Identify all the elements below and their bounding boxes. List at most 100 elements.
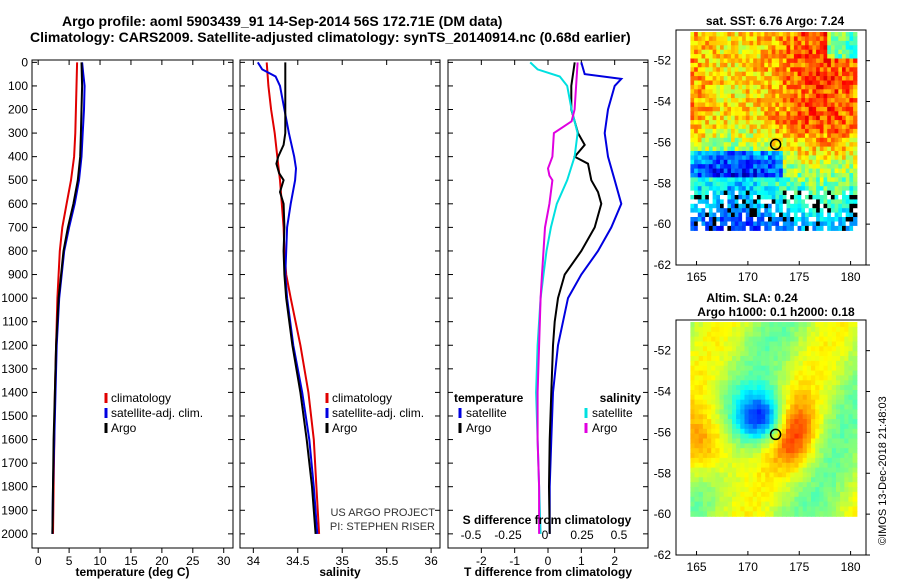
map-cell [798, 390, 804, 396]
map-cell [806, 409, 812, 415]
map-cell [694, 40, 699, 46]
map-cell [690, 365, 696, 372]
map-cell [701, 203, 706, 209]
map-cell [727, 385, 733, 391]
x-tick-label: 34.5 [286, 554, 310, 568]
map-cell [781, 336, 787, 343]
map-cell [764, 49, 769, 55]
map-cell [708, 177, 714, 183]
map-cell [756, 221, 762, 227]
map-cell [812, 173, 817, 178]
x2-tick-label: 0.5 [611, 528, 628, 542]
map-cell [823, 424, 829, 430]
map-cell [765, 443, 770, 449]
map-cell [769, 443, 775, 449]
map-cell [786, 36, 791, 42]
map-cell [793, 124, 799, 130]
map-cell [732, 496, 737, 503]
map-cell [719, 457, 725, 464]
map-cell [760, 190, 765, 196]
map-cell [848, 414, 854, 420]
map-cell [752, 375, 758, 381]
map-cell [786, 482, 791, 488]
map-cell [786, 40, 791, 46]
map-cell [802, 433, 808, 440]
map-cell [852, 462, 858, 469]
map-cell [840, 322, 845, 328]
map-cell [790, 159, 795, 165]
map-cell [816, 102, 821, 108]
map-cell [838, 36, 843, 42]
map-cell [823, 341, 829, 347]
map-cell [698, 496, 704, 503]
map-cell [852, 453, 858, 459]
map-cell [831, 365, 837, 372]
map-cell [708, 173, 714, 178]
map-cell [690, 501, 696, 508]
map-cell [811, 467, 816, 474]
map-cell [842, 212, 847, 218]
map-cell [802, 462, 808, 469]
map-cell [727, 36, 732, 42]
map-cell [819, 453, 825, 459]
map-cell [781, 462, 787, 469]
map-cell [806, 419, 812, 425]
map-cell [793, 217, 799, 222]
map-cell [756, 203, 762, 209]
map-cell [808, 128, 813, 134]
map-cell [719, 419, 725, 425]
map-cell [731, 221, 736, 227]
map-cell [698, 467, 704, 474]
map-cell [702, 375, 708, 381]
map-cell [738, 89, 743, 95]
map-cell [844, 394, 850, 401]
map-cell [790, 106, 795, 112]
map-cell [786, 102, 791, 108]
map-cell [690, 177, 695, 183]
map-cell [694, 159, 699, 165]
map-cell [852, 404, 858, 410]
map-cell [736, 462, 741, 469]
map-cell [720, 62, 725, 68]
map-cell [752, 438, 758, 444]
map-cell [815, 375, 820, 381]
map-cell [812, 151, 817, 156]
map-cell [834, 111, 839, 117]
map-cell [794, 351, 800, 357]
map-cell [773, 341, 779, 347]
x-axis-label: salinity [319, 565, 361, 579]
map-cell [816, 106, 821, 112]
map-cell [723, 424, 729, 430]
map-cell [806, 365, 812, 372]
map-cell [842, 199, 847, 205]
map-cell [853, 71, 858, 77]
map-cell [753, 212, 758, 218]
map-cell [698, 472, 704, 478]
map-cell [701, 199, 706, 205]
map-cell [842, 142, 847, 148]
map-cell [842, 115, 847, 121]
map-cell [756, 208, 762, 214]
map-cell [819, 404, 825, 410]
map-cell [793, 106, 799, 112]
map-cell [823, 404, 829, 410]
map-cell [793, 120, 799, 126]
map-cell [797, 137, 802, 143]
map-cell [845, 199, 850, 205]
map-cell [749, 217, 754, 222]
map-cell [844, 506, 850, 512]
map-cell [852, 351, 858, 357]
map-cell [830, 36, 836, 42]
map-cell [805, 71, 810, 77]
map-cell [827, 186, 832, 192]
map-cell [834, 199, 839, 205]
map-cell [756, 438, 762, 444]
map-cell [790, 32, 795, 37]
map-cell [765, 341, 770, 347]
map-cell [716, 159, 721, 165]
map-cell [752, 394, 758, 401]
map-cell [768, 177, 773, 183]
map-cell [756, 80, 762, 86]
map-cell [819, 365, 825, 372]
map-cell [844, 331, 850, 338]
